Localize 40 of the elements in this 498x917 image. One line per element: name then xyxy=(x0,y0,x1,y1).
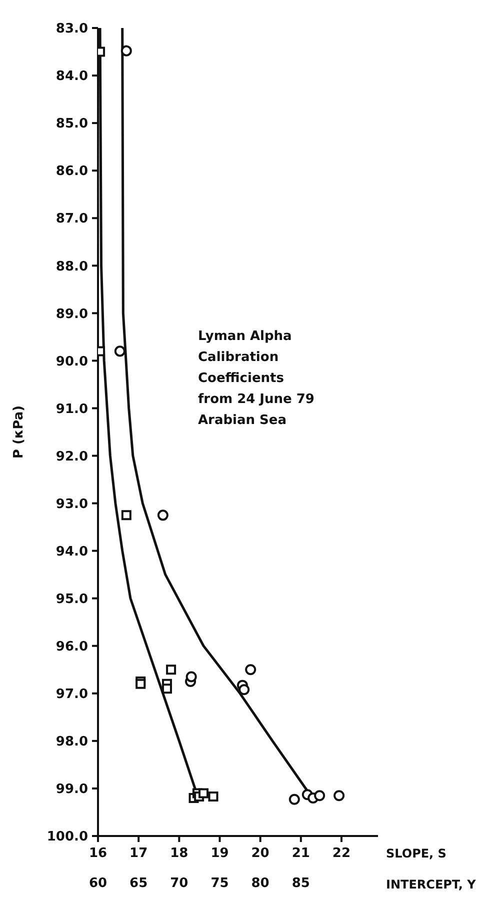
y-tick-label: 91.0 xyxy=(56,402,88,417)
x-tick-label: 21 xyxy=(292,846,310,862)
y-tick-label: 84.0 xyxy=(56,69,88,84)
x2-axis-title: INTERCEPT, Y xyxy=(386,877,476,892)
x2-tick-label: 65 xyxy=(130,876,148,892)
y-tick-label: 97.0 xyxy=(56,687,88,702)
y-tick-label: 83.0 xyxy=(56,22,88,37)
x-tick-label: 16 xyxy=(88,846,108,862)
y-tick-label: 92.0 xyxy=(56,449,88,464)
annotation: Lyman Alpha Calibration Coefficients from 24 June 79 Arabian Sea xyxy=(198,328,314,430)
y-tick-label: 90.0 xyxy=(56,354,88,370)
x-tick-label: 19 xyxy=(210,846,229,862)
y-tick-label: 100.0 xyxy=(46,830,88,845)
x2-tick-label: 60 xyxy=(88,876,108,892)
point xyxy=(162,684,172,694)
y-tick-label: 96.0 xyxy=(56,639,88,654)
x-tick-label: 20 xyxy=(251,846,270,862)
y-tick-label: 85.0 xyxy=(56,116,88,132)
y-tick-label: 89.0 xyxy=(56,306,88,322)
point xyxy=(166,664,176,675)
x2-tick-label: 80 xyxy=(251,876,270,892)
y-tick-label: 95.0 xyxy=(56,592,88,607)
y-tick-label: 93.0 xyxy=(56,496,88,512)
x2-tick-label: 85 xyxy=(292,876,310,892)
x2-tick-label: 75 xyxy=(210,876,229,892)
x-tick-label: 18 xyxy=(170,846,188,862)
x2-tick-label: 70 xyxy=(170,876,188,892)
x-tick-label: 22 xyxy=(332,846,351,862)
y-tick-label: 98.0 xyxy=(56,734,88,750)
x-axis-title: SLOPE, S xyxy=(386,846,446,860)
y-tick-label: 99.0 xyxy=(56,782,88,798)
point xyxy=(208,792,218,802)
point xyxy=(198,788,209,798)
y-tick-label: 87.0 xyxy=(56,212,88,227)
y-axis-title: P (κPa) xyxy=(12,405,27,459)
y-tick-label: 94.0 xyxy=(56,544,88,560)
y-tick-label: 86.0 xyxy=(56,164,88,180)
y-tick-label: 88.0 xyxy=(56,259,88,274)
point xyxy=(121,510,132,520)
x-tick-label: 17 xyxy=(130,846,148,862)
